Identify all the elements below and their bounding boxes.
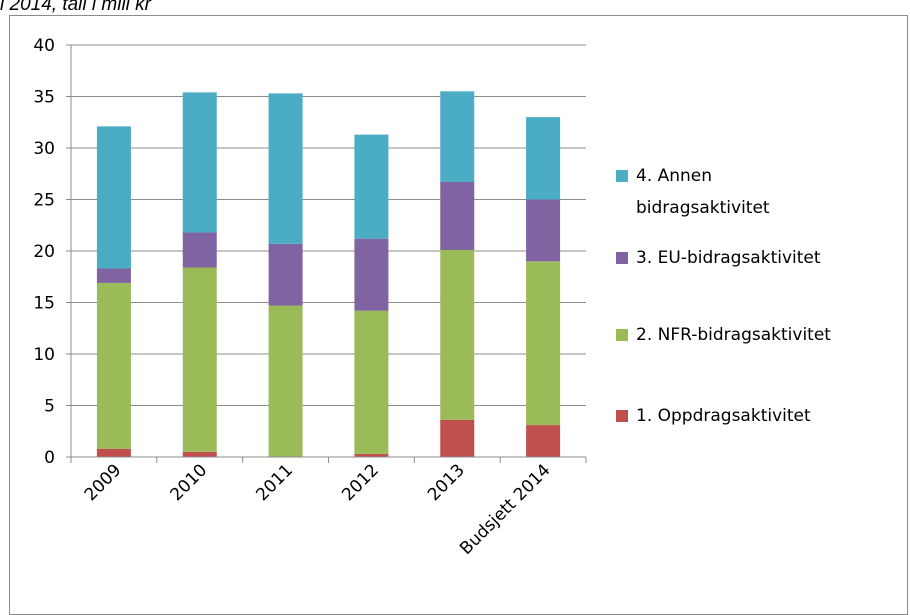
chart-caption: i 2014, tall i mill kr	[0, 0, 151, 15]
legend-swatch	[616, 410, 628, 422]
bar-1-2010	[182, 451, 217, 457]
x-tick-label: 2010	[167, 460, 212, 505]
bar-2-2009	[96, 282, 131, 449]
y-tick-label: 35	[33, 88, 55, 108]
bar-4-2009	[96, 126, 131, 269]
y-tick-label: 40	[33, 36, 55, 56]
legend-swatch	[616, 252, 628, 264]
bar-2-2010	[182, 267, 217, 452]
y-tick-label: 20	[33, 242, 55, 262]
bar-4-2011	[268, 93, 303, 244]
bar-4-2010	[182, 92, 217, 233]
y-tick-label: 5	[44, 397, 55, 417]
stacked-bar-chart: 0 5 10 15 20 25 30 35 40 2009 2010 2011 2012 2013Buds…	[33, 36, 831, 559]
chart-frame: 0 5 10 15 20 25 30 35 40 2009 2010 2011 2012 2013 Buds…	[9, 15, 908, 615]
bar-4-2013	[440, 91, 475, 182]
x-tick-label: 2011	[252, 460, 297, 505]
legend-swatch	[616, 170, 628, 182]
x-tick-label: Budsjett 2014	[456, 460, 554, 558]
bar-1-2012	[354, 453, 389, 457]
bar-3-2013	[440, 181, 475, 250]
y-tick-label: 30	[33, 139, 55, 159]
legend-label: 1. Oppdragsaktivitet	[636, 406, 811, 426]
y-tick-label: 10	[33, 345, 55, 365]
legend-swatch	[616, 329, 628, 341]
bar-1-2009	[96, 448, 131, 457]
bar-4-2012	[354, 134, 389, 239]
bar-3-2009	[96, 268, 131, 283]
x-tick-label: 2009	[81, 460, 126, 505]
legend-label: 4. Annen	[636, 166, 712, 186]
bar-2-Budsjett 2014	[526, 261, 561, 426]
bar-3-2012	[354, 238, 389, 311]
bar-2-2011	[268, 305, 303, 457]
bar-3-2010	[182, 232, 217, 268]
y-tick-label: 15	[33, 294, 55, 314]
legend-label: 3. EU-bidragsaktivitet	[636, 248, 821, 268]
y-tick-label: 25	[33, 191, 55, 211]
bar-3-Budsjett 2014	[526, 199, 561, 262]
y-tick-label: 0	[44, 448, 55, 468]
bar-2-2013	[440, 249, 475, 420]
x-tick-label: 2012	[338, 460, 383, 505]
bar-3-2011	[268, 243, 303, 306]
bar-4-Budsjett 2014	[526, 117, 561, 200]
bar-2-2012	[354, 310, 389, 454]
legend-label: bidragsaktivitet	[636, 198, 770, 218]
x-tick-label: 2013	[424, 460, 469, 505]
legend-label: 2. NFR-bidragsaktivitet	[636, 325, 831, 345]
bar-1-Budsjett 2014	[526, 425, 561, 457]
bar-1-2013	[440, 419, 475, 457]
